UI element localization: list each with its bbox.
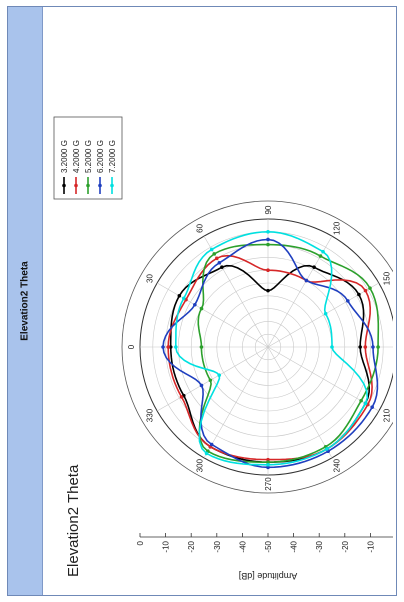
series-point: [363, 401, 368, 406]
radial-tick-label: -10: [162, 540, 171, 552]
chart-area: Elevation2 Theta Amplitude [dB] 0 30 60 90 1…: [48, 15, 396, 587]
series-point: [325, 447, 329, 451]
angle-tick-label: 330: [145, 408, 154, 422]
radial-tick-label: -20: [187, 540, 196, 552]
legend-marker: [86, 183, 90, 188]
legend-marker: [74, 183, 78, 188]
series-point: [199, 345, 204, 349]
series-point: [363, 345, 368, 349]
series-point: [318, 254, 323, 258]
angle-tick-label: 0: [127, 344, 136, 349]
series-point: [174, 345, 178, 349]
radial-tick-label: -40: [238, 540, 247, 552]
legend-label: 3.2000 G: [60, 140, 69, 173]
grid-spoke: [267, 282, 380, 348]
series-point: [357, 292, 361, 297]
series-point: [370, 405, 375, 409]
angle-tick-label: 150: [383, 271, 392, 285]
series-point: [358, 345, 362, 349]
series-point: [177, 293, 182, 298]
series-point: [208, 378, 213, 383]
series-point: [330, 345, 334, 349]
series-point: [371, 345, 375, 349]
series-point: [199, 306, 204, 311]
series-point: [166, 345, 170, 349]
side-title: Elevation2 Theta: [19, 261, 31, 341]
series-point: [199, 383, 204, 388]
chart-title: Elevation2 Theta: [65, 464, 82, 577]
series-point: [359, 398, 363, 403]
angle-tick-label: 120: [333, 221, 342, 235]
angle-tick-label: 270: [264, 477, 273, 491]
polar-chart: Elevation2 Theta Amplitude [dB] 0 30 60 90 1…: [53, 116, 396, 581]
grid-spoke: [156, 346, 269, 412]
series-point: [209, 442, 214, 447]
series-point: [266, 460, 270, 464]
legend-label: 6.2000 G: [96, 140, 105, 173]
legend-label: 4.2000 G: [72, 140, 81, 173]
series-point: [217, 373, 222, 377]
angle-tick-label: 300: [196, 458, 205, 472]
figure-frame: Elevation2 Theta Elevation2 Theta Amplit…: [7, 6, 397, 596]
legend-marker: [62, 183, 66, 188]
series-point: [266, 229, 270, 234]
legend-label: 7.2000 G: [108, 140, 117, 173]
series-point: [304, 278, 309, 283]
radial-tick-label: -10: [366, 540, 375, 552]
legend-marker: [110, 183, 114, 188]
y-axis-label: Amplitude [dB]: [239, 571, 298, 581]
series-point: [312, 265, 316, 269]
series-point: [363, 288, 368, 293]
series-point: [215, 256, 219, 261]
grid-spoke: [156, 282, 269, 348]
radial-tick-label: -40: [290, 540, 299, 552]
series-point: [161, 345, 165, 349]
series-point: [181, 296, 186, 301]
series-point: [266, 465, 270, 470]
angle-tick-label: 60: [196, 223, 205, 232]
grid-spoke: [203, 346, 269, 459]
grid-spoke: [267, 346, 333, 459]
series-point: [193, 302, 197, 307]
series-point: [321, 249, 325, 254]
series-point: [266, 237, 270, 242]
radial-tick-label: 0: [136, 540, 145, 545]
angle-tick-label: 30: [145, 274, 154, 283]
series-point: [204, 451, 209, 456]
series-point: [323, 311, 328, 316]
radial-tick-label: -30: [213, 540, 222, 552]
series-line: [169, 264, 371, 464]
angle-ring: [121, 200, 396, 494]
series-point: [212, 252, 217, 256]
series-point: [209, 247, 214, 252]
legend-box: [53, 116, 123, 200]
radial-tick-label: -50: [264, 540, 273, 552]
legend-marker: [98, 183, 102, 188]
series-point: [266, 268, 270, 272]
series-point: [368, 286, 372, 290]
angle-tick-label: 240: [333, 458, 342, 472]
legend-label: 5.2000 G: [84, 140, 93, 173]
series-point: [217, 260, 222, 265]
series-point: [266, 288, 270, 293]
series-point: [168, 345, 173, 349]
side-title-band: Elevation2 Theta: [8, 7, 43, 595]
series-point: [346, 299, 350, 303]
series-point: [266, 457, 270, 462]
angle-tick-label: 210: [383, 408, 392, 422]
radial-tick-label: 0: [392, 540, 393, 545]
angle-tick-label: 90: [264, 205, 273, 214]
series-point: [266, 462, 270, 467]
series-point: [179, 395, 184, 399]
series-point: [266, 242, 270, 247]
series-point: [220, 265, 224, 269]
radial-tick-label: -30: [315, 540, 324, 552]
radial-tick-label: -20: [341, 540, 350, 552]
series-point: [376, 345, 380, 349]
